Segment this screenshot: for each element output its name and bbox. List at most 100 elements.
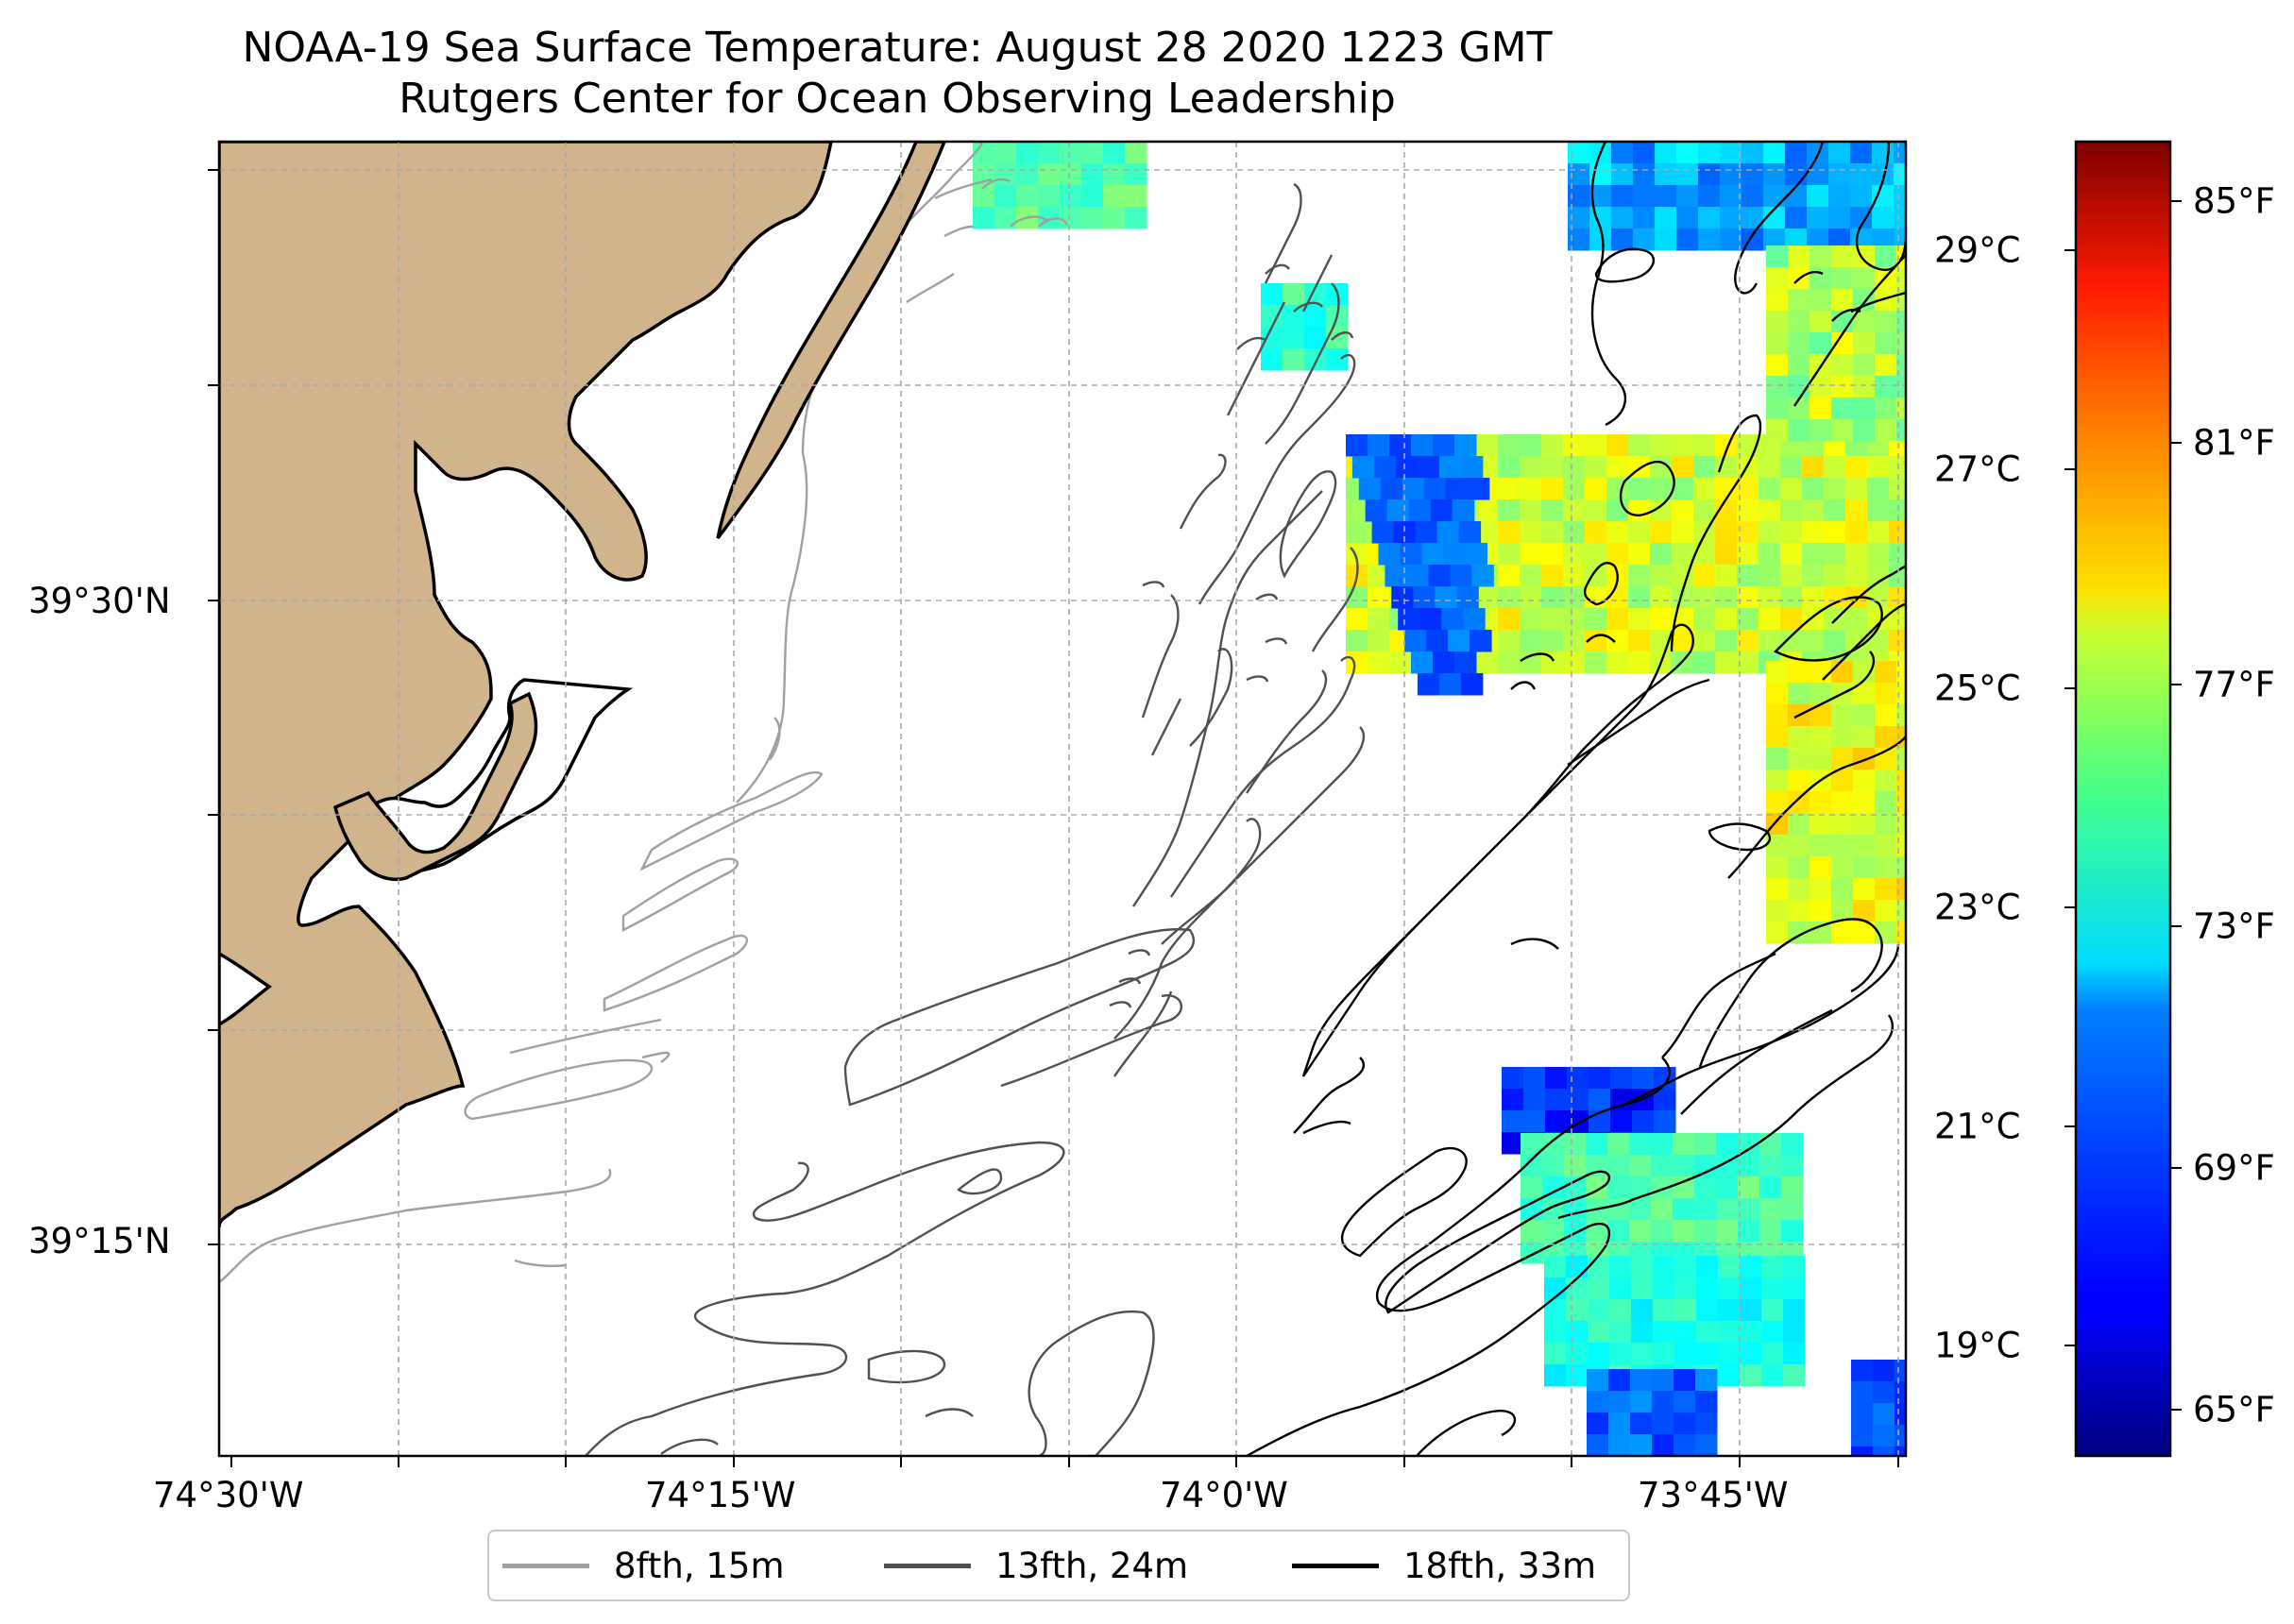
sst-cell xyxy=(1283,283,1305,306)
sst-cell xyxy=(1544,1321,1567,1344)
sst-cell xyxy=(1541,499,1564,522)
sst-cell xyxy=(1651,1198,1674,1221)
sst-cell xyxy=(1606,456,1629,479)
sst-cell xyxy=(1766,332,1789,355)
sst-cell xyxy=(1587,1369,1609,1392)
sst-cell xyxy=(1629,1133,1652,1156)
sst-cell xyxy=(1761,1277,1784,1300)
legend-item-8fth: 8fth, 15m xyxy=(502,1531,785,1599)
sst-cell xyxy=(1629,1198,1652,1221)
sst-cell xyxy=(1831,267,1854,290)
sst-cell xyxy=(1523,1089,1546,1111)
sst-cell xyxy=(1433,434,1455,457)
sst-cell xyxy=(1853,661,1876,684)
sst-cell xyxy=(1568,142,1590,164)
colorbar-celsius-label: 19°C xyxy=(1934,1325,2021,1366)
sst-cell xyxy=(1568,163,1590,186)
legend-label: 18fth, 33m xyxy=(1403,1545,1597,1586)
sst-cell xyxy=(1563,651,1586,674)
sst-cell xyxy=(1718,1364,1741,1387)
sst-cell xyxy=(1875,311,1897,333)
sst-cell xyxy=(1720,142,1742,164)
sst-cell xyxy=(1896,704,1906,727)
sst-cell xyxy=(1780,499,1803,522)
sst-cell xyxy=(1676,185,1699,208)
sst-cell xyxy=(1875,332,1897,355)
sst-cell xyxy=(1715,456,1738,479)
sst-cell xyxy=(1737,521,1759,544)
sst-cell xyxy=(1038,185,1061,208)
sst-cell xyxy=(1346,521,1368,544)
colorbar-fahrenheit-label: 85°F xyxy=(2193,180,2275,222)
lat-tick-label: 39°15'N xyxy=(28,1221,171,1261)
sst-cell xyxy=(1853,398,1876,420)
sst-cell xyxy=(1389,651,1412,674)
sst-cell xyxy=(973,207,995,229)
sst-cell xyxy=(1875,245,1897,268)
sst-cell xyxy=(1761,1343,1784,1365)
sst-cell xyxy=(1393,521,1417,544)
sst-cell xyxy=(1566,1256,1589,1278)
sst-cell xyxy=(1802,499,1825,522)
sst-cell xyxy=(1628,543,1651,566)
sst-cell xyxy=(1759,1155,1782,1177)
sst-cell xyxy=(1850,228,1873,251)
sst-cell xyxy=(1802,543,1825,566)
sst-cell xyxy=(1346,651,1368,674)
sst-cell xyxy=(1853,683,1876,705)
sst-cell xyxy=(1896,878,1906,901)
sst-cell xyxy=(1759,478,1781,500)
sst-cell xyxy=(1828,228,1851,251)
sst-cell xyxy=(1845,608,1868,631)
sst-cell xyxy=(1430,499,1453,522)
sst-cell xyxy=(1588,1299,1610,1322)
sst-cell xyxy=(1542,1220,1565,1243)
sst-cell xyxy=(1368,651,1390,674)
sst-cell xyxy=(1715,565,1738,587)
sst-cell xyxy=(1502,1132,1524,1155)
sst-cell xyxy=(1419,608,1442,631)
sst-cell xyxy=(1378,543,1401,566)
sst-cell xyxy=(1715,586,1738,609)
sst-cell xyxy=(1628,586,1651,609)
sst-cell xyxy=(1740,1364,1762,1387)
sst-cell xyxy=(1851,1403,1874,1426)
sst-cell xyxy=(1896,354,1906,377)
sst-cell xyxy=(1896,835,1906,857)
sst-cell xyxy=(1780,608,1803,631)
sst-cell xyxy=(1783,1256,1806,1278)
sst-cell xyxy=(1368,608,1390,631)
sst-cell xyxy=(1824,521,1846,544)
sst-cell xyxy=(1740,1299,1762,1322)
sst-cell xyxy=(1810,878,1832,901)
sst-cell xyxy=(1896,245,1906,268)
sst-cell xyxy=(1674,1299,1697,1322)
sst-cell xyxy=(1788,726,1810,749)
sst-cell xyxy=(1896,856,1906,879)
sst-cell xyxy=(1452,499,1475,522)
sst-cell xyxy=(1807,228,1829,251)
sst-cell xyxy=(1693,608,1716,631)
sst-cell xyxy=(1471,565,1494,587)
sst-cell xyxy=(1606,543,1629,566)
sst-cell xyxy=(1368,565,1390,587)
sst-cell xyxy=(1586,1133,1608,1156)
sst-cell xyxy=(1633,207,1656,229)
sst-cell xyxy=(1436,521,1460,544)
sst-cell xyxy=(1738,1198,1760,1221)
sst-cell xyxy=(1896,748,1906,770)
sst-cell xyxy=(1672,630,1694,652)
sst-cell xyxy=(1853,748,1876,770)
sst-cell xyxy=(1875,726,1897,749)
sst-cell xyxy=(1541,586,1564,609)
sst-cell xyxy=(1542,1176,1565,1199)
sst-cell xyxy=(1541,543,1564,566)
sst-cell xyxy=(1655,142,1677,164)
sst-cell xyxy=(1498,586,1521,609)
sst-cell xyxy=(1564,1133,1587,1156)
sst-cell xyxy=(1889,630,1906,652)
sst-cell xyxy=(1867,521,1890,544)
sst-cell xyxy=(1628,565,1651,587)
